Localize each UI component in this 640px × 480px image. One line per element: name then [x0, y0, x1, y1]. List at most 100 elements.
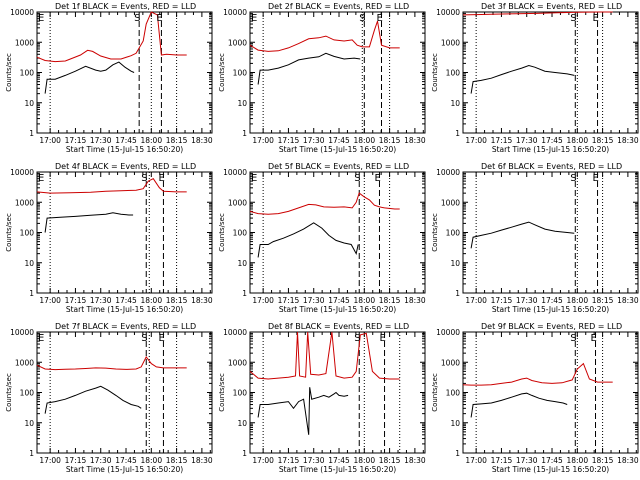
events-series-line [257, 387, 349, 435]
x-tick-label: 18:00 [353, 456, 375, 465]
y-tick-label: 1000 [15, 198, 34, 207]
x-tick-label: 18:00 [353, 296, 375, 305]
plot-frame [36, 11, 213, 134]
lld-series-line [36, 178, 187, 194]
x-tick-label: 17:30 [516, 136, 538, 145]
x-tick-label: 17:15 [65, 456, 87, 465]
y-tick-label: 100 [446, 229, 461, 238]
x-tick-label: 17:15 [65, 296, 87, 305]
x-tick-label: 18:30 [404, 296, 426, 305]
y-tick-label: 10 [237, 259, 247, 268]
x-tick-label: 17:45 [541, 456, 563, 465]
x-axis-label: Start Time (15-Jul-15 16:50:20) [279, 145, 396, 154]
y-tick-label: 10 [450, 259, 460, 268]
y-tick-label: 1000 [228, 38, 247, 47]
marker-label: E [158, 333, 164, 344]
marker-label: E [38, 173, 44, 184]
x-tick-label: 17:30 [516, 456, 538, 465]
x-tick-label: 18:00 [566, 296, 588, 305]
y-tick-label: 100 [446, 389, 461, 398]
y-tick-label: 100 [20, 69, 35, 78]
lld-series-line [462, 11, 613, 16]
x-tick-label: 17:15 [491, 296, 513, 305]
x-tick-label: 17:30 [303, 136, 325, 145]
events-series-line [44, 385, 142, 414]
x-axis-label: Start Time (15-Jul-15 16:50:20) [66, 305, 183, 314]
lld-series-line [36, 11, 187, 63]
marker-label: E [593, 173, 599, 184]
y-tick-label: 1000 [228, 358, 247, 367]
plot-frame [462, 171, 639, 294]
y-tick-label: 100 [20, 229, 35, 238]
y-tick-label: 100 [233, 389, 248, 398]
marker-label: E [380, 333, 386, 344]
y-tick-label: 100 [446, 69, 461, 78]
x-tick-label: 18:30 [617, 296, 639, 305]
y-tick-label: 10000 [10, 328, 34, 337]
y-tick-label: 1000 [441, 198, 460, 207]
y-tick-label: 1 [242, 129, 247, 138]
y-tick-label: 100 [233, 229, 248, 238]
marker-label: E [158, 173, 164, 184]
y-tick-label: 1 [29, 449, 34, 458]
x-tick-label: 18:30 [404, 456, 426, 465]
panel-title: Det 3f BLACK = Events, RED = LLD [481, 2, 622, 11]
x-tick-label: 18:15 [379, 136, 401, 145]
plot-frame [249, 331, 426, 454]
x-axis-label: Start Time (15-Jul-15 16:50:20) [279, 305, 396, 314]
y-axis-label: Counts/sec [5, 213, 13, 252]
x-tick-label: 17:45 [328, 456, 350, 465]
y-tick-label: 10 [24, 419, 34, 428]
y-tick-label: 10000 [223, 8, 247, 17]
x-tick-label: 18:00 [140, 456, 162, 465]
x-tick-label: 17:15 [491, 136, 513, 145]
x-tick-label: 18:30 [404, 136, 426, 145]
y-tick-label: 100 [20, 389, 35, 398]
x-axis-label: Start Time (15-Jul-15 16:50:20) [492, 305, 609, 314]
x-tick-label: 17:30 [303, 456, 325, 465]
x-tick-label: 17:00 [252, 456, 274, 465]
y-tick-label: 1 [455, 129, 460, 138]
y-tick-label: 10 [450, 99, 460, 108]
x-tick-label: 18:15 [166, 456, 188, 465]
panel-title: Det 7f BLACK = Events, RED = LLD [55, 322, 196, 331]
marker-label: S [570, 13, 576, 24]
x-tick-label: 18:15 [592, 296, 614, 305]
x-tick-label: 17:15 [65, 136, 87, 145]
x-tick-label: 17:30 [90, 296, 112, 305]
marker-label: S [134, 13, 140, 24]
y-tick-label: 100 [233, 69, 248, 78]
plot-frame [462, 331, 639, 454]
panel-title: Det 9f BLACK = Events, RED = LLD [481, 322, 622, 331]
y-tick-label: 1 [29, 129, 34, 138]
marker-label: E [374, 173, 380, 184]
y-axis-label: Counts/sec [5, 53, 13, 92]
y-tick-label: 1000 [15, 358, 34, 367]
x-tick-label: 17:00 [465, 296, 487, 305]
y-axis-label: Counts/sec [431, 53, 439, 92]
x-tick-label: 18:30 [191, 296, 213, 305]
x-tick-label: 18:30 [617, 136, 639, 145]
x-tick-label: 18:00 [353, 136, 375, 145]
y-tick-label: 10000 [223, 328, 247, 337]
x-tick-label: 17:45 [115, 456, 137, 465]
panel-title: Det 4f BLACK = Events, RED = LLD [55, 162, 196, 171]
y-tick-label: 10 [237, 99, 247, 108]
x-tick-label: 18:15 [379, 456, 401, 465]
marker-label: E [377, 13, 383, 24]
x-tick-label: 18:30 [191, 136, 213, 145]
x-tick-label: 18:30 [617, 456, 639, 465]
events-series-line [44, 61, 135, 94]
y-tick-label: 1000 [228, 198, 247, 207]
x-tick-label: 17:45 [115, 136, 137, 145]
y-axis-label: Counts/sec [431, 213, 439, 252]
panel-title: Det 2f BLACK = Events, RED = LLD [268, 2, 409, 11]
panel-title: Det 1f BLACK = Events, RED = LLD [55, 2, 196, 11]
panel-title: Det 5f BLACK = Events, RED = LLD [268, 162, 409, 171]
marker-label: S [354, 173, 360, 184]
x-tick-label: 18:15 [166, 296, 188, 305]
panel-det-3: Det 3f BLACK = Events, RED = LLD 1 10 100 10… [431, 2, 639, 154]
panel-det-8: Det 8f BLACK = Events, RED = LLD 1 10 100 10… [218, 322, 426, 474]
events-series-line [470, 221, 575, 249]
